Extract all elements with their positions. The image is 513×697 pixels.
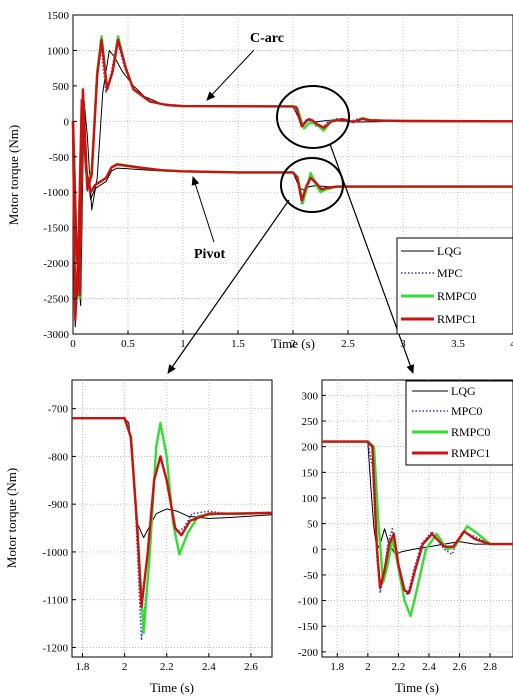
c-arc-zoom-grid — [322, 380, 513, 657]
pivot-zoom-ytick-label-1: -800 — [48, 451, 69, 463]
pivot-zoom-xtick-label-3: 2.4 — [202, 661, 216, 673]
pivot-zoom-ylabel: Motor torque (Nm) — [4, 468, 19, 568]
main-xtick-label-0: 0 — [70, 338, 76, 350]
pivot-zoom-ytick-label-5: -1200 — [42, 642, 68, 654]
c-arc-zoom-legend: LQG MPC0 RMPC0 RMPC1 — [405, 380, 513, 466]
main-ytick-label-5: -1000 — [43, 187, 69, 199]
c-arc-zoom-ytick-label-1: 250 — [302, 416, 319, 428]
c-arc-zoom-xtick-label-0: 1.8 — [330, 661, 344, 673]
c-arc-legend-rmpc0: RMPC0 — [451, 425, 490, 439]
annotation-pivot: Pivot — [194, 247, 225, 262]
c-arc-zoom-ytick-label-9: -150 — [298, 621, 319, 633]
pivot-zoom-xtick-label-1: 2 — [122, 661, 128, 673]
c-arc-zoom-ytick-label-2: 200 — [302, 442, 319, 454]
main-legend: LQG MPC RMPC0 RMPC1 — [396, 237, 513, 335]
annotation-c-arc: C-arc — [250, 31, 284, 46]
main-xtick-label-7: 3.5 — [451, 338, 465, 350]
main-xtick-label-3: 1.5 — [231, 338, 245, 350]
pivot-zoom-ytick-label-4: -1100 — [43, 595, 69, 607]
annotation-c-arc-arrow — [206, 49, 255, 101]
main-xtick-label-2: 1 — [180, 338, 186, 350]
main-ytick-label-9: -3000 — [43, 329, 69, 341]
main-xtick-label-5: 2.5 — [341, 338, 355, 350]
main-ytick-label-2: 500 — [53, 81, 70, 93]
main-ytick-label-1: 1000 — [47, 45, 70, 57]
main-series-lqg-c-arc — [72, 49, 513, 307]
c-arc-zoom-xtick-label-3: 2.4 — [422, 661, 436, 673]
main-xtick-label-8: 4 — [510, 338, 513, 350]
c-arc-zoom-ytick-label-4: 100 — [302, 493, 319, 505]
c-arc-zoom-ytick-label-0: 300 — [302, 390, 319, 402]
main-ytick-label-6: -1500 — [43, 223, 69, 235]
c-arc-zoom-series-rmpc1-trace — [322, 440, 513, 595]
main-series-lines — [71, 35, 513, 328]
c-arc-legend-rmpc1: RMPC1 — [451, 446, 490, 460]
pivot-zoom-series-lines — [72, 417, 273, 642]
c-arc-zoom-ellipse — [276, 85, 350, 149]
main-ytick-label-4: -500 — [49, 152, 70, 164]
main-legend-rmpc1: RMPC1 — [437, 312, 476, 326]
main-ytick-label-0: 1500 — [47, 10, 70, 22]
c-arc-legend-mpc0: MPC0 — [451, 404, 482, 418]
pivot-zoom-xtick-label-2: 2.2 — [160, 661, 174, 673]
pivot-zoom-ytick-label-3: -1000 — [42, 547, 68, 559]
pivot-zoom-series-rmpc1-trace — [72, 417, 273, 609]
c-arc-zoom-ytick-label-3: 150 — [302, 467, 319, 479]
pivot-zoom-ytick-label-2: -900 — [48, 499, 69, 511]
pivot-zoom-xlabel: Time (s) — [150, 680, 194, 695]
main-xtick-label-6: 3 — [400, 338, 406, 350]
main-legend-mpc: MPC — [437, 266, 462, 280]
pivot-zoom-arrow — [167, 199, 290, 374]
pivot-zoom-xtick-label-0: 1.8 — [76, 661, 90, 673]
c-arc-zoom-xtick-label-4: 2.6 — [453, 661, 467, 673]
main-ytick-label-3: 0 — [64, 116, 70, 128]
c-arc-legend-lqg: LQG — [451, 384, 476, 398]
c-arc-zoom-series-lines — [322, 440, 513, 618]
pivot-zoom-ellipse — [280, 157, 344, 213]
pivot-zoom-tick-labels: 1.8 2 2.2 2.4 2.6 -700 -800 -900 -1000 -1100 -1200 — [42, 404, 258, 673]
c-arc-zoom-xlabel: Time (s) — [395, 680, 439, 695]
main-legend-rmpc0: RMPC0 — [437, 289, 476, 303]
annotation-pivot-arrow — [191, 176, 215, 243]
main-legend-lqg: LQG — [437, 244, 462, 258]
c-arc-zoom-series-rmpc0-trace — [322, 440, 513, 618]
c-arc-zoom-ytick-label-6: 0 — [313, 544, 319, 556]
c-arc-zoom-ytick-label-8: -100 — [298, 596, 319, 608]
c-arc-zoom-xtick-label-2: 2.2 — [392, 661, 406, 673]
c-arc-zoom-tick-labels: 1.8 2 2.2 2.4 2.6 2.8 300 250 200 150 100 50 0 -50 -10… — [298, 390, 498, 673]
c-arc-zoom-ytick-label-7: -50 — [303, 570, 318, 582]
main-ytick-label-8: -2500 — [43, 294, 69, 306]
main-series-rmpc1-pivot — [71, 98, 513, 321]
c-arc-zoom-xtick-label-5: 2.8 — [483, 661, 497, 673]
pivot-zoom-xtick-label-4: 2.6 — [244, 661, 258, 673]
c-arc-zoom-ytick-label-10: -200 — [298, 647, 319, 659]
main-xtick-label-4: 2 — [290, 338, 296, 350]
pivot-zoom-ytick-label-0: -700 — [48, 404, 69, 416]
c-arc-zoom-xtick-label-1: 2 — [365, 661, 371, 673]
main-ytick-label-7: -2000 — [43, 258, 69, 270]
main-xtick-label-1: 0.5 — [121, 338, 135, 350]
c-arc-zoom-ytick-label-5: 50 — [307, 519, 319, 531]
main-ylabel: Motor torque (Nm) — [6, 125, 21, 225]
main-xlabel: Time (s) — [271, 336, 315, 351]
main-series-rmpc1-c-arc — [71, 38, 513, 297]
main-tick-labels: 0 0.5 1 1.5 2 2.5 3 3.5 4 1500 1000 500 0 -500 -1000 -1… — [43, 10, 513, 350]
c-arc-zoom-arrow — [329, 143, 415, 374]
